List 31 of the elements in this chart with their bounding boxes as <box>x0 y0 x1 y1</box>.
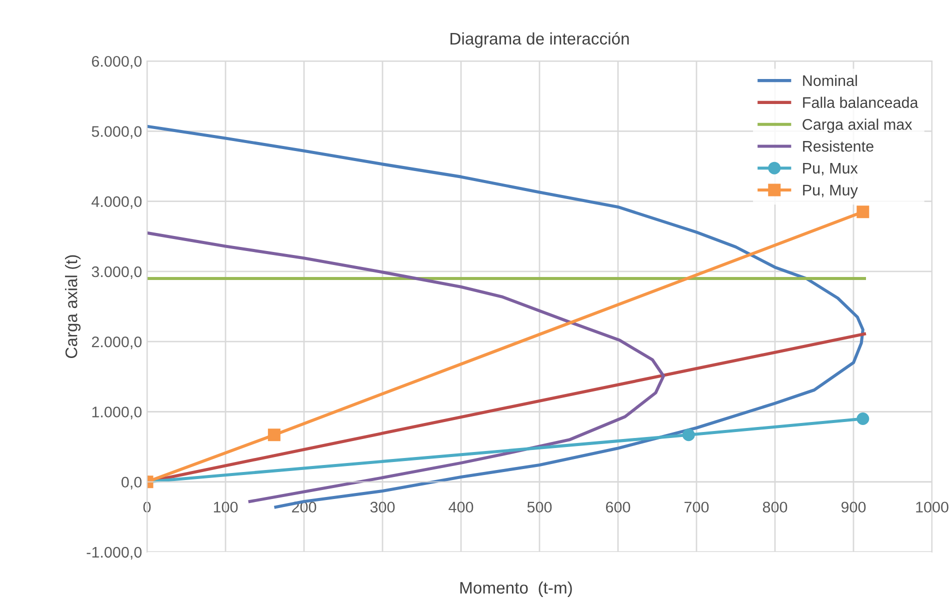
y-tick-label: 3.000,0 <box>92 266 142 279</box>
y-tick-label: -1.000,0 <box>86 546 142 560</box>
point <box>856 206 870 218</box>
x-tick-label: 600 <box>606 502 630 513</box>
legend-label: Carga axial max <box>802 118 912 133</box>
legend-label: Pu, Mux <box>803 162 858 176</box>
x-axis-title: Momento (t-m) <box>460 581 572 597</box>
y-tick-label: 2.000,0 <box>92 336 142 350</box>
legend-label: Nominal <box>803 74 857 86</box>
x-tick-label: 500 <box>527 502 552 513</box>
legend-label: Falla balanceada <box>803 96 918 108</box>
legend-label: Resistente <box>803 140 874 152</box>
x-tick-label: 400 <box>448 502 474 513</box>
x-tick-label: 700 <box>684 502 709 513</box>
x-tick-label: 1000 <box>916 502 948 513</box>
point <box>682 428 695 442</box>
y-tick-label: 6.000,0 <box>92 56 142 69</box>
point <box>856 412 870 426</box>
y-tick-label: 1.000,0 <box>92 406 142 420</box>
x-tick-label: 100 <box>214 502 238 513</box>
y-axis-title: Carga axial (t) <box>65 255 81 358</box>
legend-label: Pu, Muy <box>803 184 858 198</box>
chart-title: Diagrama de interacción <box>450 32 629 48</box>
y-tick-label: 5.000,0 <box>92 126 142 139</box>
x-tick-label: 900 <box>841 502 866 513</box>
line-series <box>147 231 666 504</box>
point <box>268 428 280 442</box>
y-tick-label: 0,0 <box>122 476 142 490</box>
x-tick-label: 800 <box>762 502 788 513</box>
y-tick-label: 4.000,0 <box>92 196 142 209</box>
x-tick-label: 300 <box>370 502 395 513</box>
